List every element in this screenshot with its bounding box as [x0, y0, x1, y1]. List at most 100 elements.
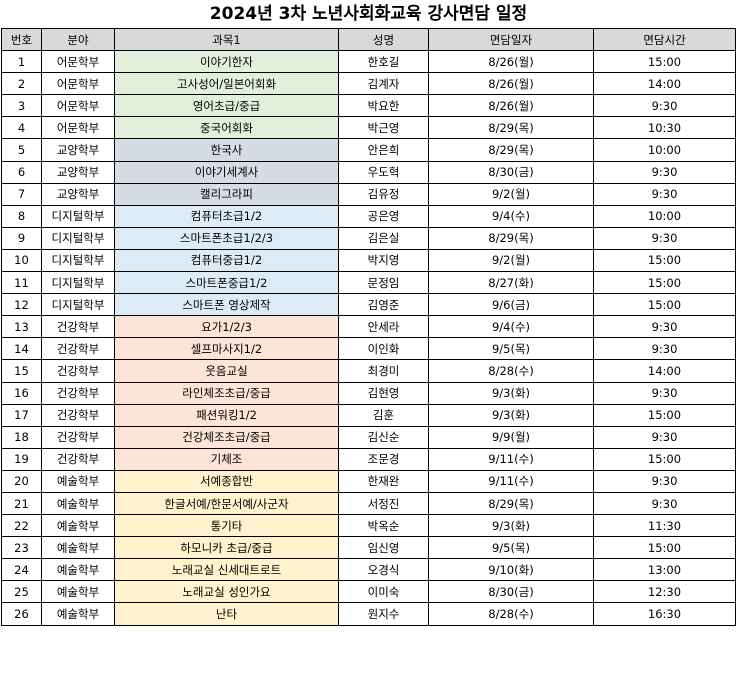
header-course: 과목1 — [114, 27, 339, 52]
header-row: 번호 분야 과목1 성명 면담일자 면담시간 — [1, 27, 736, 52]
table-row: 24 예술학부 노래교실 신세대트로트 오경식 9/10(화) 13:00 — [1, 558, 736, 582]
cell-date: 8/29(목) — [428, 226, 594, 250]
cell-field: 건강학부 — [41, 425, 115, 449]
table-row: 25 예술학부 노래교실 성인가요 이미숙 8/30(금) 12:30 — [1, 580, 736, 604]
cell-field: 건강학부 — [41, 359, 115, 383]
cell-field: 건강학부 — [41, 337, 115, 361]
cell-course: 패션워킹1/2 — [114, 403, 339, 427]
cell-time: 15:00 — [593, 403, 736, 427]
cell-no: 22 — [1, 514, 42, 538]
cell-course: 기체조 — [114, 447, 339, 471]
cell-field: 예술학부 — [41, 536, 115, 560]
cell-time: 16:30 — [593, 602, 736, 626]
cell-date: 8/26(월) — [428, 94, 594, 118]
schedule-table: 번호 분야 과목1 성명 면담일자 면담시간 1 어문학부 이야기한자 한호길 8/26… — [1, 27, 736, 626]
table-row: 21 예술학부 한글서예/한문서예/사군자 서정진 8/29(목) 9:30 — [1, 491, 736, 516]
cell-course: 컴퓨터중급1/2 — [114, 248, 339, 273]
table-row: 16 건강학부 라인체조초급/중급 김현영 9/3(화) 9:30 — [1, 381, 736, 405]
cell-no: 12 — [1, 293, 42, 317]
cell-time: 9:30 — [593, 315, 736, 339]
cell-course: 한글서예/한문서예/사군자 — [114, 491, 339, 516]
header-date: 면담일자 — [428, 27, 594, 52]
table-row: 6 교양학부 이야기세계사 우도혁 8/30(금) 9:30 — [1, 160, 736, 184]
table-row: 3 어문학부 영어초급/중급 박요한 8/26(월) 9:30 — [1, 94, 736, 118]
table-row: 1 어문학부 이야기한자 한호길 8/26(월) 15:00 — [1, 50, 736, 74]
cell-time: 9:30 — [593, 337, 736, 361]
cell-no: 16 — [1, 381, 42, 405]
table-row: 20 예술학부 서예종합반 한재완 9/11(수) 9:30 — [1, 469, 736, 493]
cell-time: 14:00 — [593, 72, 736, 96]
table-row: 10 디지털학부 컴퓨터중급1/2 박지영 9/2(월) 15:00 — [1, 248, 736, 273]
cell-name: 이인화 — [338, 337, 429, 361]
header-time: 면담시간 — [593, 27, 736, 52]
cell-field: 예술학부 — [41, 491, 115, 516]
cell-name: 김훈 — [338, 403, 429, 427]
cell-name: 박요한 — [338, 94, 429, 118]
cell-time: 15:00 — [593, 50, 736, 74]
cell-no: 18 — [1, 425, 42, 449]
cell-time: 12:30 — [593, 580, 736, 604]
table-row: 9 디지털학부 스마트폰초급1/2/3 김은실 8/29(목) 9:30 — [1, 226, 736, 250]
cell-name: 김영준 — [338, 293, 429, 317]
cell-name: 원지수 — [338, 602, 429, 626]
cell-field: 건강학부 — [41, 447, 115, 471]
cell-no: 1 — [1, 50, 42, 74]
table-row: 19 건강학부 기체조 조문경 9/11(수) 15:00 — [1, 447, 736, 471]
cell-no: 2 — [1, 72, 42, 96]
cell-course: 셀프마사지1/2 — [114, 337, 339, 361]
cell-course: 서예종합반 — [114, 469, 339, 493]
table-row: 8 디지털학부 컴퓨터초급1/2 공은영 9/4(수) 10:00 — [1, 204, 736, 228]
cell-name: 문정임 — [338, 271, 429, 295]
cell-date: 8/30(금) — [428, 580, 594, 604]
cell-name: 안은희 — [338, 138, 429, 162]
cell-time: 11:30 — [593, 514, 736, 538]
page-title: 2024년 3차 노년사회화교육 강사면담 일정 — [209, 4, 528, 24]
cell-field: 예술학부 — [41, 602, 115, 626]
cell-field: 디지털학부 — [41, 226, 115, 250]
cell-name: 한호길 — [338, 50, 429, 74]
cell-date: 9/3(화) — [428, 514, 594, 538]
table-row: 18 건강학부 건강체조초급/중급 김신순 9/9(월) 9:30 — [1, 425, 736, 449]
cell-no: 25 — [1, 580, 42, 604]
cell-field: 건강학부 — [41, 381, 115, 405]
cell-no: 24 — [1, 558, 42, 582]
table-row: 4 어문학부 중국어회화 박근영 8/29(목) 10:30 — [1, 116, 736, 140]
cell-field: 어문학부 — [41, 94, 115, 118]
table-row: 26 예술학부 난타 원지수 8/28(수) 16:30 — [1, 602, 736, 626]
cell-no: 10 — [1, 248, 42, 273]
cell-time: 10:00 — [593, 204, 736, 228]
cell-field: 디지털학부 — [41, 293, 115, 317]
cell-date: 8/29(목) — [428, 116, 594, 140]
cell-no: 4 — [1, 116, 42, 140]
cell-time: 14:00 — [593, 359, 736, 383]
cell-time: 15:00 — [593, 293, 736, 317]
cell-time: 15:00 — [593, 447, 736, 471]
cell-name: 김신순 — [338, 425, 429, 449]
cell-course: 하모니카 초급/중급 — [114, 536, 339, 560]
cell-time: 9:30 — [593, 381, 736, 405]
cell-field: 디지털학부 — [41, 271, 115, 295]
cell-time: 9:30 — [593, 94, 736, 118]
cell-no: 17 — [1, 403, 42, 427]
cell-name: 조문경 — [338, 447, 429, 471]
cell-date: 9/4(수) — [428, 204, 594, 228]
header-no: 번호 — [1, 27, 42, 52]
table-row: 22 예술학부 통기타 박옥순 9/3(화) 11:30 — [1, 514, 736, 538]
cell-no: 6 — [1, 160, 42, 184]
cell-date: 9/3(화) — [428, 381, 594, 405]
cell-name: 오경식 — [338, 558, 429, 582]
cell-course: 캘리그라피 — [114, 182, 339, 206]
cell-time: 15:00 — [593, 248, 736, 273]
table-row: 15 건강학부 웃음교실 최경미 8/28(수) 14:00 — [1, 359, 736, 383]
cell-field: 건강학부 — [41, 315, 115, 339]
cell-course: 한국사 — [114, 138, 339, 162]
cell-field: 교양학부 — [41, 160, 115, 184]
cell-date: 9/2(월) — [428, 248, 594, 273]
cell-time: 15:00 — [593, 536, 736, 560]
header-name: 성명 — [338, 27, 429, 52]
cell-date: 8/28(수) — [428, 359, 594, 383]
cell-field: 건강학부 — [41, 403, 115, 427]
cell-time: 15:00 — [593, 271, 736, 295]
cell-field: 디지털학부 — [41, 204, 115, 228]
cell-course: 라인체조초급/중급 — [114, 381, 339, 405]
